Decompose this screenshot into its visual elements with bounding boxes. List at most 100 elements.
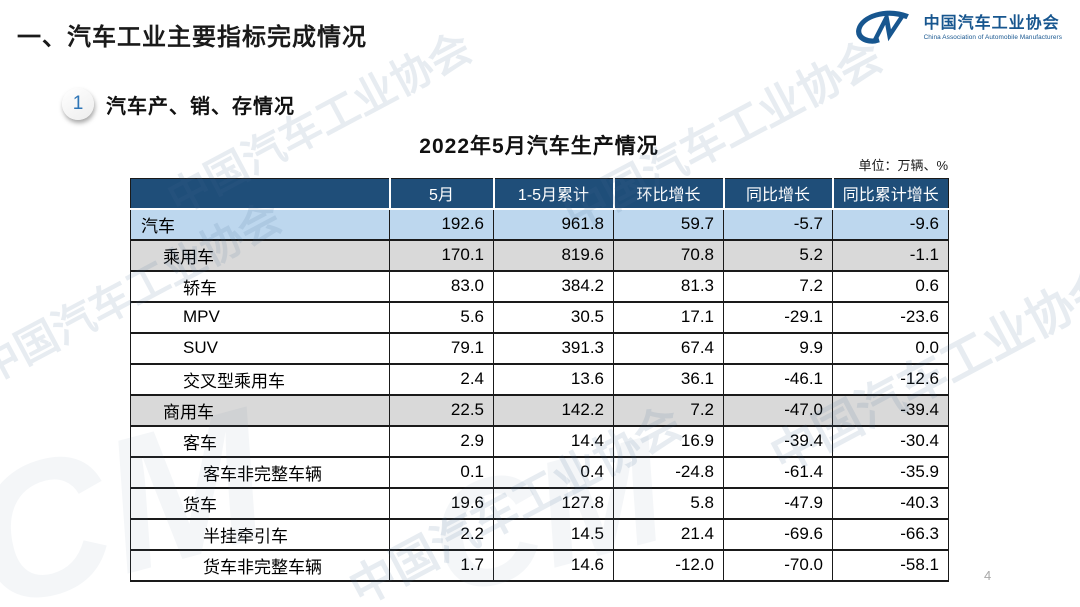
data-cell: 192.6	[389, 208, 494, 240]
column-header: 1-5月累计	[493, 178, 615, 210]
logo-name-en: China Association of Automobile Manufact…	[923, 34, 1062, 42]
data-cell: 16.9	[613, 424, 724, 457]
row-label: MPV	[130, 300, 390, 333]
row-label: 汽车	[130, 208, 390, 240]
column-header: 环比增长	[613, 178, 725, 210]
data-cell: 67.4	[613, 331, 724, 364]
data-cell: 36.1	[613, 362, 724, 395]
data-cell: 170.1	[389, 238, 494, 271]
data-cell: 17.1	[613, 300, 724, 333]
row-label: 轿车	[130, 269, 390, 302]
data-cell: 59.7	[613, 208, 724, 240]
table-row: 半挂牵引车 2.2 14.5 21.4 -69.6 -66.3	[130, 517, 949, 550]
data-cell: 0.6	[832, 269, 949, 302]
table-row: 货车非完整车辆 1.7 14.6 -12.0 -70.0 -58.1	[130, 548, 949, 582]
data-cell: 391.3	[493, 331, 614, 364]
data-cell: 30.5	[493, 300, 614, 333]
section-header: 1 汽车产、销、存情况	[62, 88, 295, 120]
table-header-row: 5月 1-5月累计 环比增长 同比增长 同比累计增长	[130, 178, 949, 210]
data-cell: 5.6	[389, 300, 494, 333]
data-cell: -5.7	[723, 208, 833, 240]
data-cell: 13.6	[493, 362, 614, 395]
data-cell: 384.2	[493, 269, 614, 302]
data-cell: -39.4	[832, 393, 949, 426]
row-label: 商用车	[130, 393, 390, 426]
data-cell: 2.2	[389, 517, 494, 550]
row-label: SUV	[130, 331, 390, 364]
table-row: 乘用车 170.1 819.6 70.8 5.2 -1.1	[130, 238, 949, 271]
data-cell: -23.6	[832, 300, 949, 333]
data-cell: -1.1	[832, 238, 949, 271]
data-cell: 9.9	[723, 331, 833, 364]
column-header: 5月	[389, 178, 495, 210]
data-cell: 127.8	[493, 486, 614, 519]
data-cell: 83.0	[389, 269, 494, 302]
data-cell: -46.1	[723, 362, 833, 395]
data-cell: -40.3	[832, 486, 949, 519]
section-title: 汽车产、销、存情况	[106, 95, 295, 118]
data-cell: -35.9	[832, 455, 949, 488]
data-cell: -30.4	[832, 424, 949, 457]
caam-monogram-icon	[855, 10, 909, 44]
data-cell: 7.2	[723, 269, 833, 302]
table-row: SUV 79.1 391.3 67.4 9.9 0.0	[130, 331, 949, 364]
data-cell: -9.6	[832, 208, 949, 240]
row-label: 半挂牵引车	[130, 517, 390, 550]
table-row: 轿车 83.0 384.2 81.3 7.2 0.6	[130, 269, 949, 302]
data-cell: 14.6	[493, 548, 614, 582]
data-cell: 2.4	[389, 362, 494, 395]
data-cell: -12.6	[832, 362, 949, 395]
table-row: 货车 19.6 127.8 5.8 -47.9 -40.3	[130, 486, 949, 519]
data-cell: 2.9	[389, 424, 494, 457]
logo-name-cn: 中国汽车工业协会	[923, 14, 1060, 32]
table-row: 交叉型乘用车 2.4 13.6 36.1 -46.1 -12.6	[130, 362, 949, 395]
data-cell: 14.5	[493, 517, 614, 550]
data-cell: 14.4	[493, 424, 614, 457]
data-cell: 21.4	[613, 517, 724, 550]
row-label: 乘用车	[130, 238, 390, 271]
table-row: 客车 2.9 14.4 16.9 -39.4 -30.4	[130, 424, 949, 457]
data-cell: 0.1	[389, 455, 494, 488]
row-label: 货车非完整车辆	[130, 548, 390, 582]
row-label: 客车非完整车辆	[130, 455, 390, 488]
data-cell: 79.1	[389, 331, 494, 364]
row-label: 货车	[130, 486, 390, 519]
data-cell: -70.0	[723, 548, 833, 582]
table-row: 汽车 192.6 961.8 59.7 -5.7 -9.6	[130, 208, 949, 240]
data-cell: 819.6	[493, 238, 614, 271]
row-label: 交叉型乘用车	[130, 362, 390, 395]
data-cell: 5.2	[723, 238, 833, 271]
data-cell: 5.8	[613, 486, 724, 519]
section-badge: 1	[62, 88, 94, 120]
data-cell: -47.0	[723, 393, 833, 426]
data-cell: -69.6	[723, 517, 833, 550]
data-cell: 81.3	[613, 269, 724, 302]
page-number: 4	[984, 568, 992, 583]
data-cell: -12.0	[613, 548, 724, 582]
data-cell: 22.5	[389, 393, 494, 426]
column-header: 同比累计增长	[832, 178, 949, 210]
column-header: 同比增长	[723, 178, 834, 210]
data-cell: -47.9	[723, 486, 833, 519]
data-cell: 961.8	[493, 208, 614, 240]
data-cell: -39.4	[723, 424, 833, 457]
table-row: 客车非完整车辆 0.1 0.4 -24.8 -61.4 -35.9	[130, 455, 949, 488]
caam-logo: 中国汽车工业协会 China Association of Automobile…	[855, 8, 1062, 48]
caam-logo-text: 中国汽车工业协会 China Association of Automobile…	[924, 15, 1062, 42]
data-cell: -66.3	[832, 517, 949, 550]
column-header	[130, 178, 391, 210]
data-cell: 70.8	[613, 238, 724, 271]
table-title: 2022年5月汽车生产情况	[419, 135, 659, 158]
table-row: 商用车 22.5 142.2 7.2 -47.0 -39.4	[130, 393, 949, 426]
data-cell: 7.2	[613, 393, 724, 426]
data-cell: 1.7	[389, 548, 494, 582]
data-cell: 0.4	[493, 455, 614, 488]
data-cell: -58.1	[832, 548, 949, 582]
table-body: 汽车 192.6 961.8 59.7 -5.7 -9.6 乘用车 170.1 819.6 70.…	[130, 208, 949, 582]
row-label: 客车	[130, 424, 390, 457]
table-row: MPV 5.6 30.5 17.1 -29.1 -23.6	[130, 300, 949, 333]
data-cell: -24.8	[613, 455, 724, 488]
page-title: 一、汽车工业主要指标完成情况	[17, 24, 367, 51]
data-cell: 19.6	[389, 486, 494, 519]
